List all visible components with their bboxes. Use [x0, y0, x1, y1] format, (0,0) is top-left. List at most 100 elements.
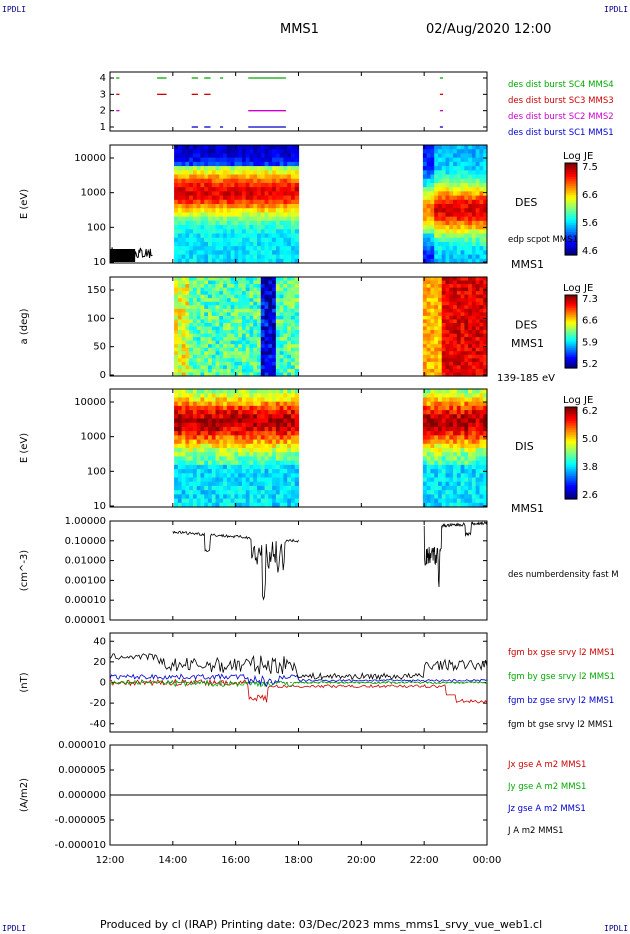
heatmap-cell — [437, 298, 443, 303]
heatmap-cell — [181, 389, 186, 394]
heatmap-cell — [471, 315, 477, 321]
heatmap-cell — [189, 358, 194, 363]
heatmap-cell — [449, 237, 454, 243]
heatmap-cell — [456, 319, 462, 324]
heatmap-cell — [294, 372, 300, 377]
heatmap-cell — [189, 287, 194, 292]
heatmap-cell — [257, 401, 262, 407]
heatmap-cell — [279, 431, 285, 436]
heatmap-cell — [430, 149, 435, 155]
heatmap-cell — [264, 443, 269, 449]
heatmap-cell — [456, 368, 462, 374]
heatmap-cell — [230, 337, 236, 342]
heatmap-cell — [215, 212, 220, 218]
heatmap-cell — [437, 315, 443, 321]
heatmap-cell — [479, 456, 484, 462]
heatmap-cell — [275, 322, 281, 328]
heatmap-cell — [275, 174, 281, 180]
heatmap-cell — [434, 435, 439, 441]
heatmap-cell — [434, 204, 439, 209]
heatmap-cell — [272, 354, 277, 359]
heatmap-cell — [272, 237, 277, 243]
heatmap-cell — [434, 456, 439, 462]
heatmap-cell — [430, 473, 435, 479]
heatmap-cell — [475, 220, 481, 226]
scpot-fill — [110, 249, 136, 262]
heatmap-cell — [441, 418, 447, 424]
heatmap-cell — [238, 414, 243, 420]
heatmap-cell — [234, 326, 239, 331]
heatmap-cell — [279, 469, 285, 474]
heatmap-cell — [479, 258, 484, 264]
heatmap-cell — [264, 502, 269, 508]
heatmap-cell — [475, 187, 481, 192]
heatmap-cell — [441, 498, 447, 504]
heatmap-cell — [226, 305, 232, 310]
heatmap-cell — [226, 490, 232, 495]
heatmap-cell — [275, 481, 281, 487]
heatmap-cell — [464, 333, 469, 338]
heatmap-cell — [475, 414, 481, 420]
heatmap-cell — [283, 312, 288, 317]
colorbar-swatch — [565, 473, 577, 477]
heatmap-cell — [279, 174, 285, 180]
heatmap-cell — [426, 250, 432, 256]
heatmap-cell — [177, 410, 183, 415]
heatmap-cell — [241, 216, 247, 222]
heatmap-cell — [468, 149, 473, 155]
heatmap-cell — [185, 401, 190, 407]
heatmap-cell — [189, 322, 194, 328]
heatmap-cell — [464, 229, 469, 235]
heatmap-cell — [211, 319, 217, 324]
heatmap-cell — [268, 443, 273, 449]
colorbar-swatch — [565, 466, 577, 470]
heatmap-cell — [204, 410, 209, 415]
heatmap-cell — [290, 365, 296, 370]
heatmap-cell — [290, 246, 296, 251]
heatmap-cell — [264, 315, 269, 321]
heatmap-cell — [483, 220, 488, 226]
heatmap-cell — [483, 414, 488, 420]
heatmap-cell — [430, 494, 435, 500]
heatmap-cell — [211, 220, 217, 226]
heatmap-cell — [453, 435, 458, 441]
heatmap-cell — [475, 422, 481, 428]
heatmap-cell — [283, 368, 288, 374]
heatmap-cell — [475, 170, 481, 176]
heatmap-cell — [272, 473, 277, 479]
heatmap-cell — [238, 208, 243, 214]
heatmap-cell — [279, 322, 285, 328]
heatmap-cell — [215, 485, 220, 491]
heatmap-cell — [275, 452, 281, 458]
heatmap-cell — [471, 397, 477, 403]
heatmap-cell — [471, 469, 477, 474]
legend-entry: des dist burst SC1 MMS1 — [508, 128, 614, 138]
heatmap-cell — [283, 308, 288, 313]
colorbar-swatch — [565, 315, 577, 318]
colorbar-swatch — [565, 434, 577, 438]
y-tick-label: 0.00001 — [65, 615, 106, 626]
heatmap-cell — [241, 490, 247, 495]
heatmap-cell — [453, 157, 458, 163]
heatmap-cell — [257, 498, 262, 504]
heatmap-cell — [449, 330, 454, 335]
y-tick-label: -0.000005 — [55, 815, 106, 826]
heatmap-cell — [483, 498, 488, 504]
heatmap-cell — [204, 401, 209, 407]
heatmap-cell — [264, 301, 269, 306]
heatmap-cell — [445, 250, 450, 256]
heatmap-cell — [272, 191, 277, 197]
heatmap-cell — [253, 389, 258, 394]
heatmap-cell — [426, 174, 432, 180]
heatmap-cell — [238, 464, 243, 470]
heatmap-cell — [174, 410, 179, 415]
heatmap-cell — [204, 153, 209, 159]
colorbar-swatch — [565, 333, 577, 336]
heatmap-cell — [460, 502, 465, 508]
heatmap-cell — [260, 294, 266, 299]
heatmap-cell — [294, 333, 300, 338]
heatmap-cell — [264, 330, 269, 335]
heatmap-cell — [219, 401, 224, 407]
heatmap-cell — [426, 456, 432, 462]
heatmap-cell — [483, 410, 488, 415]
